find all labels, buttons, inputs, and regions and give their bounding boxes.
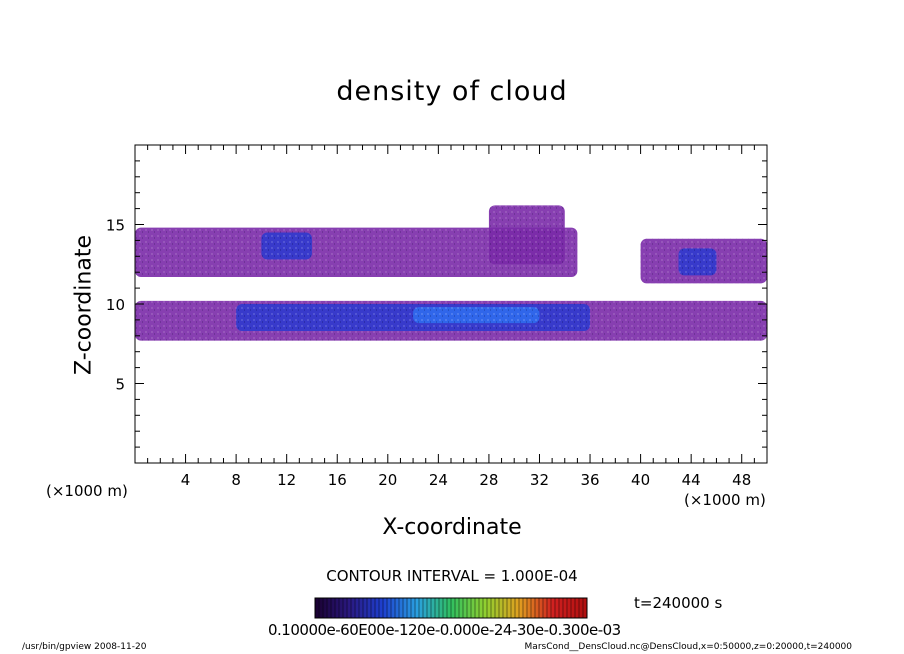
density-region-texture xyxy=(135,227,578,277)
x-tick-label: 48 xyxy=(732,471,751,489)
density-region-texture xyxy=(678,248,717,276)
x-tick-label: 16 xyxy=(328,471,347,489)
x-unit-right: (×1000 m) xyxy=(684,491,766,509)
x-tick-label: 8 xyxy=(231,471,241,489)
x-tick-label: 32 xyxy=(530,471,549,489)
y-tick-label: 15 xyxy=(106,217,125,235)
colorbar-tick-labels: 0.10000e-60E00e-120e-0.000e-24-30e-0.300… xyxy=(268,621,621,639)
y-tick-label: 5 xyxy=(115,376,125,394)
y-axis-label: Z-coordinate xyxy=(71,235,97,375)
x-tick-label: 40 xyxy=(631,471,650,489)
chart-title: density of cloud xyxy=(336,76,568,107)
y-tick-label: 10 xyxy=(106,296,125,314)
contour-interval-label: CONTOUR INTERVAL = 1.000E-04 xyxy=(326,567,578,585)
x-tick-label: 36 xyxy=(580,471,599,489)
density-region-texture xyxy=(413,307,540,324)
time-label: t=240000 s xyxy=(634,594,723,612)
x-tick-label: 44 xyxy=(682,471,701,489)
x-tick-label: 4 xyxy=(181,471,191,489)
x-tick-label: 12 xyxy=(277,471,296,489)
x-axis-label: X-coordinate xyxy=(382,515,522,540)
x-tick-label: 20 xyxy=(378,471,397,489)
x-tick-label: 28 xyxy=(479,471,498,489)
density-region-texture xyxy=(261,232,312,260)
x-unit-left: (×1000 m) xyxy=(46,482,128,500)
x-tick-label: 24 xyxy=(429,471,448,489)
density-region-texture xyxy=(488,205,565,265)
footer-right: MarsCond__DensCloud.nc@DensCloud,x=0:500… xyxy=(524,642,852,652)
colorbar xyxy=(314,597,588,619)
density-regions xyxy=(135,205,767,341)
footer-left: /usr/bin/gpview 2008-11-20 xyxy=(22,642,147,652)
